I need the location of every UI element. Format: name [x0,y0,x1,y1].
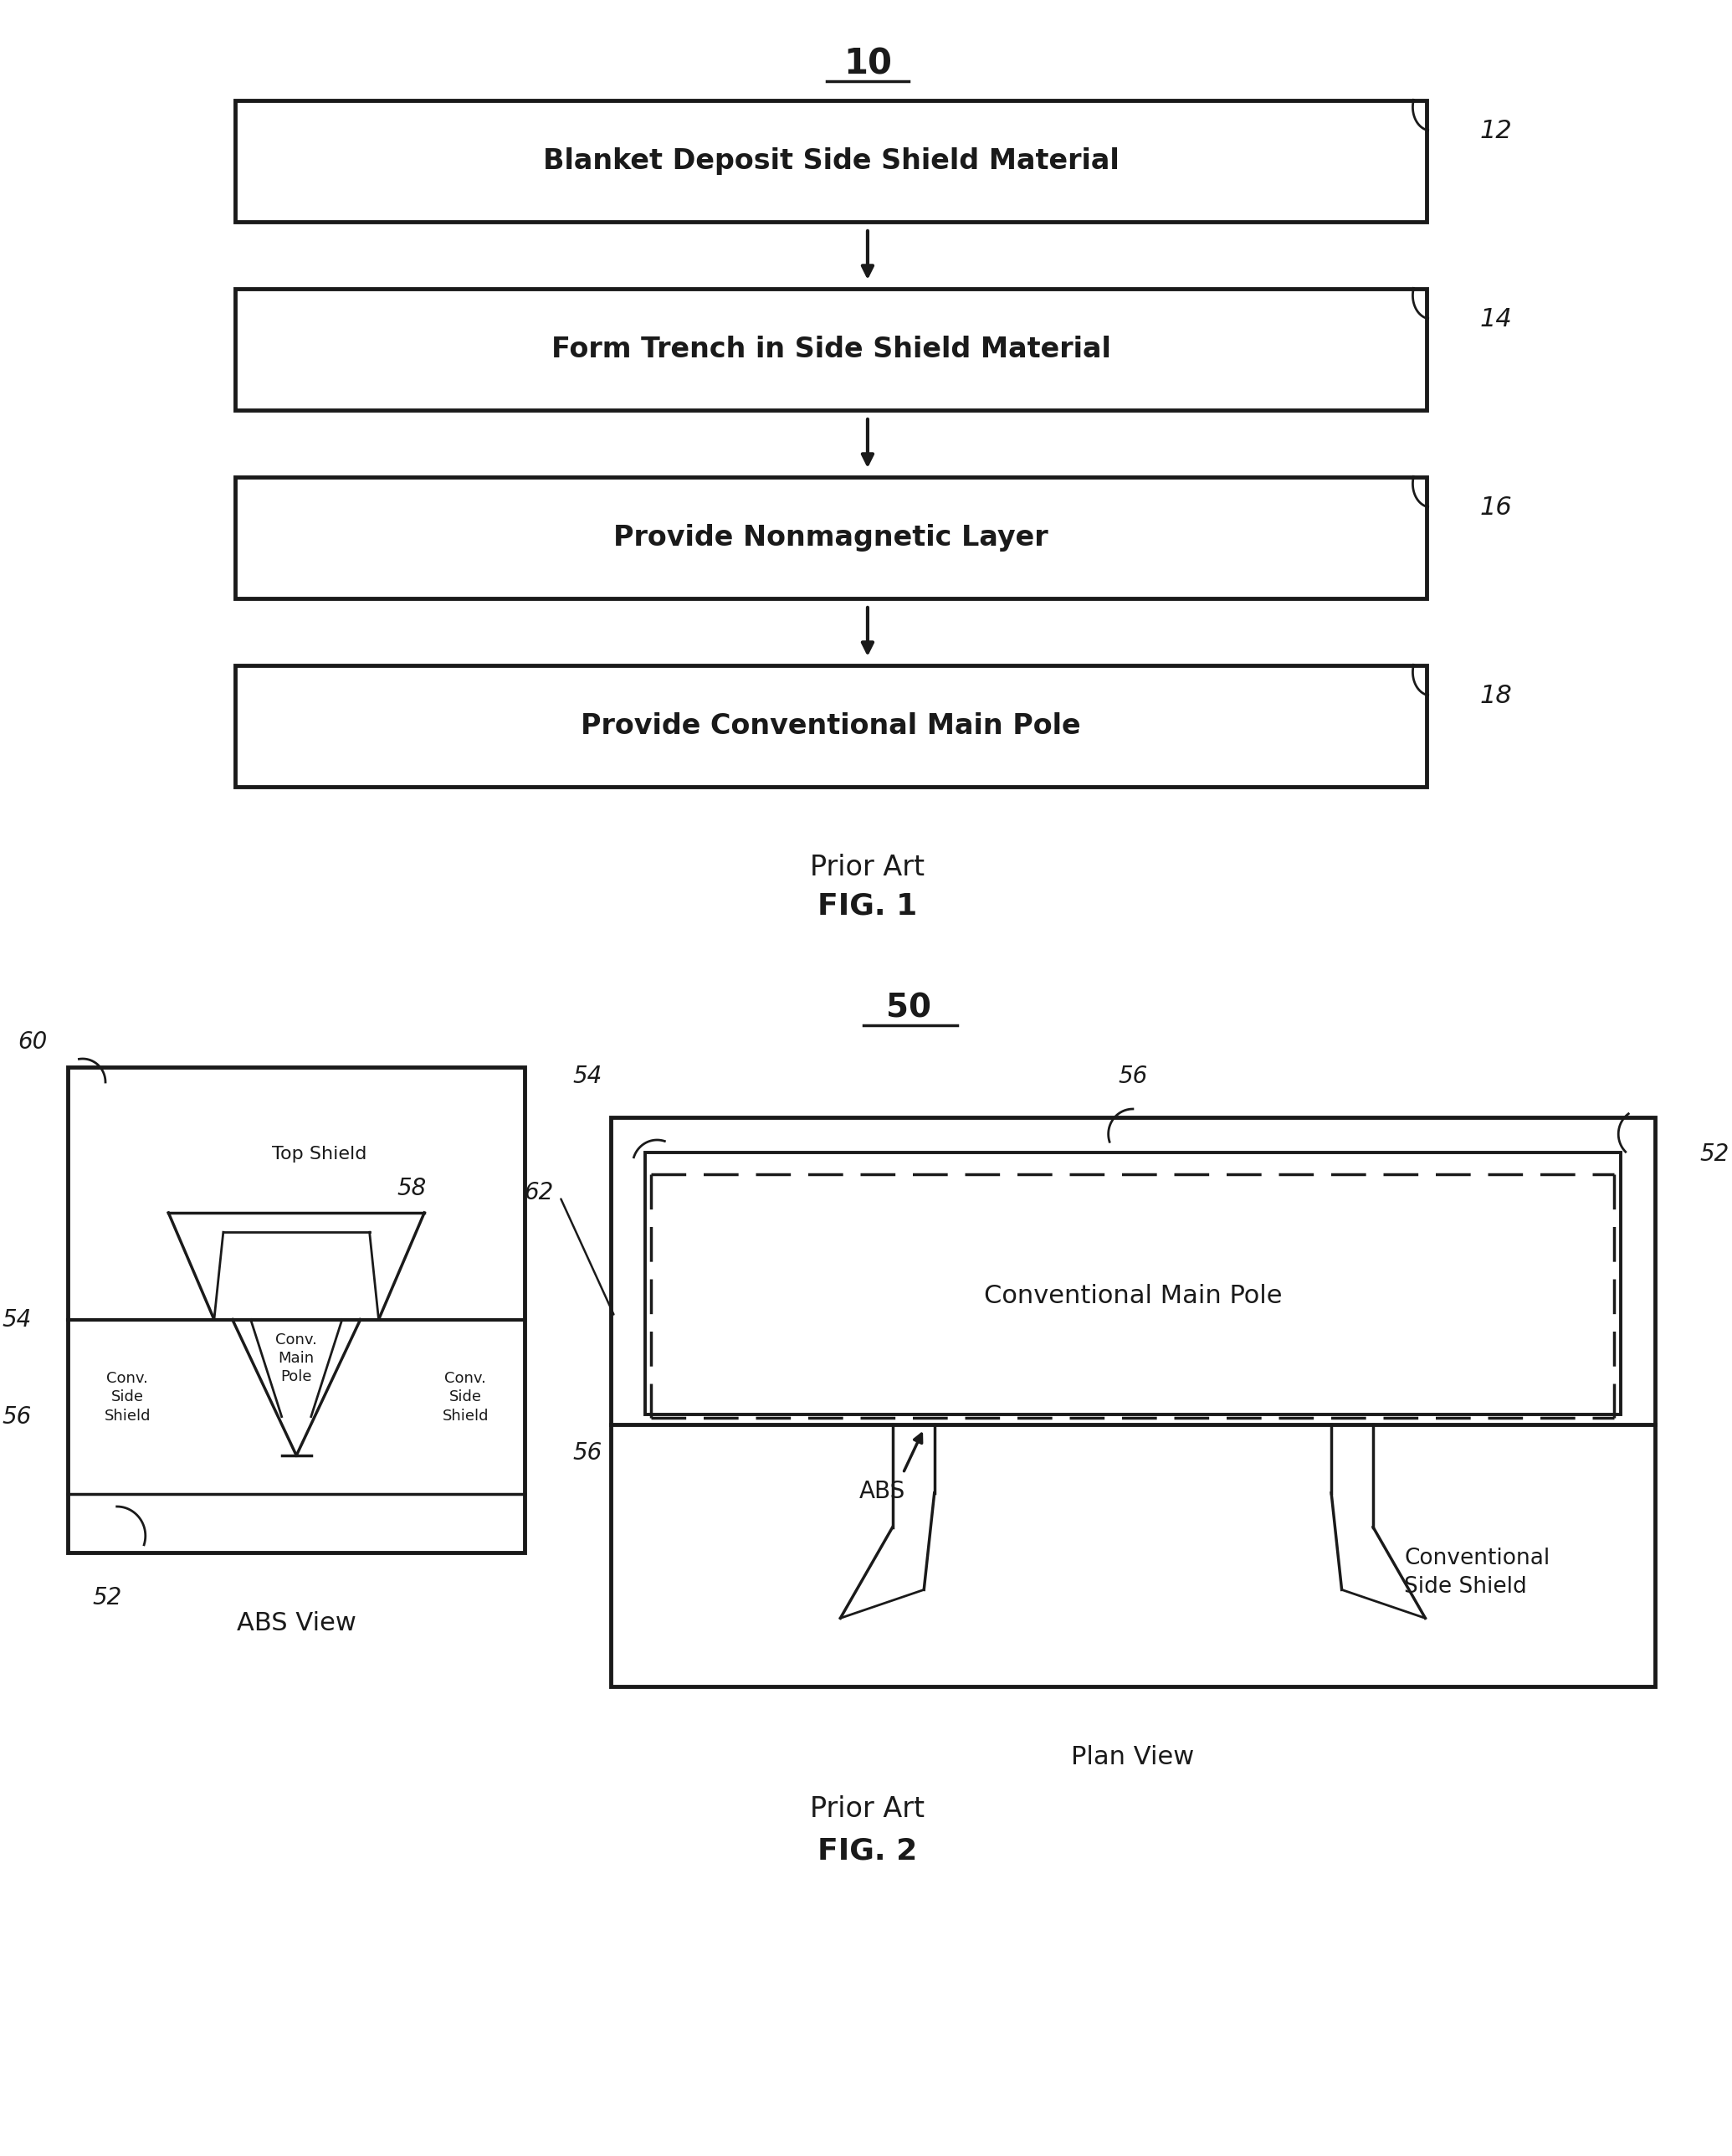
Text: 56: 56 [2,1406,31,1429]
Bar [68,1067,525,1552]
Text: 18: 18 [1479,683,1512,707]
Text: 54: 54 [2,1309,31,1330]
Text: 56: 56 [1119,1065,1148,1089]
Bar [236,666,1427,787]
Text: Plan View: Plan View [1070,1744,1195,1770]
Text: 54: 54 [573,1065,603,1089]
Text: 12: 12 [1479,119,1512,142]
Bar [236,289,1427,410]
Text: 52: 52 [1701,1143,1730,1166]
Text: ABS View: ABS View [237,1611,357,1636]
Text: 10: 10 [843,45,892,82]
Text: Blanket Deposit Side Shield Material: Blanket Deposit Side Shield Material [542,147,1119,175]
Text: Conventional Main Pole: Conventional Main Pole [984,1285,1282,1309]
Text: FIG. 1: FIG. 1 [818,890,918,921]
Text: ABS: ABS [859,1479,906,1503]
Text: Prior Art: Prior Art [811,1796,925,1822]
Text: 62: 62 [525,1181,554,1205]
Text: Form Trench in Side Shield Material: Form Trench in Side Shield Material [551,336,1110,362]
Text: Provide Conventional Main Pole: Provide Conventional Main Pole [580,711,1081,740]
Text: FIG. 2: FIG. 2 [818,1837,918,1865]
Text: 60: 60 [17,1031,47,1054]
Bar [611,1117,1656,1686]
Bar [236,476,1427,599]
Text: 50: 50 [885,992,932,1024]
Text: Prior Art: Prior Art [811,854,925,882]
Text: 52: 52 [92,1587,121,1611]
Text: 58: 58 [397,1177,426,1201]
Text: Conv.
Main
Pole: Conv. Main Pole [275,1332,317,1384]
Text: Provide Nonmagnetic Layer: Provide Nonmagnetic Layer [613,524,1048,552]
Text: 16: 16 [1479,496,1512,520]
Text: 56: 56 [573,1442,603,1464]
Text: 14: 14 [1479,306,1512,332]
Text: Conv.
Side
Shield: Conv. Side Shield [442,1371,488,1423]
Text: Conventional
Side Shield: Conventional Side Shield [1405,1548,1550,1598]
Bar [236,101,1427,222]
Text: Top Shield: Top Shield [272,1147,367,1162]
Text: Conv.
Side
Shield: Conv. Side Shield [104,1371,151,1423]
Bar [644,1153,1621,1414]
